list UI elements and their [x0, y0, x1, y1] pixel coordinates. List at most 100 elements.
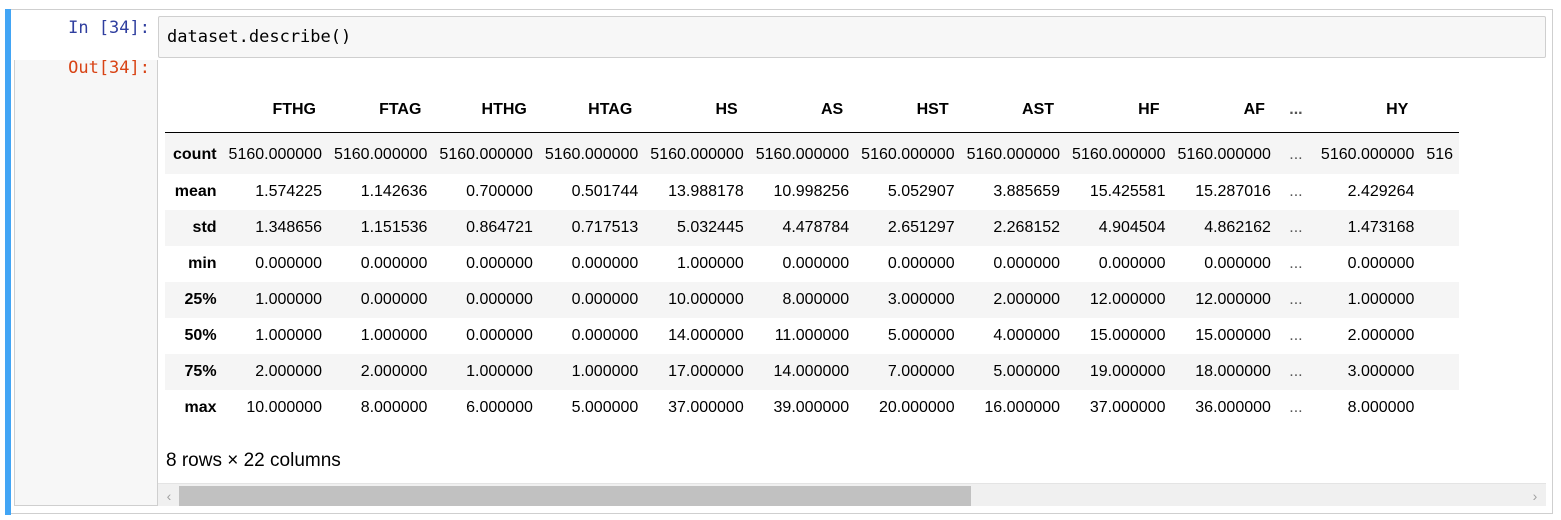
table-cell: 2.268152	[993, 219, 1061, 236]
cell-ellipsis: ...	[1289, 219, 1303, 236]
dataframe-container: FTHG FTAG HTHG HTAG HS AS HST AST HF AF... HY coun…	[165, 88, 1546, 468]
column-header: FTAG	[379, 100, 422, 118]
table-cell	[1420, 390, 1459, 426]
column-header: HTHG	[481, 100, 527, 118]
table-cell: 5160.000000	[650, 146, 744, 164]
table-cell: 5.000000	[887, 327, 955, 344]
table-cell: 0.000000	[887, 255, 955, 272]
row-label: std	[192, 219, 217, 236]
table-cell: 5160.000000	[755, 146, 850, 164]
table-row: max 10.000000 8.000000 6.000000 5.000000 37.0…	[165, 390, 1459, 426]
scroll-left-icon[interactable]: ‹	[166, 488, 172, 504]
table-cell: 5160.000000	[544, 146, 639, 164]
table-cell: 1.000000	[677, 255, 744, 272]
table-cell: 5160.000000	[333, 146, 428, 164]
table-cell: 15.287016	[1195, 183, 1271, 200]
table-cell: 15.000000	[1089, 327, 1166, 344]
output-gutter[interactable]	[14, 60, 158, 506]
table-cell: 8.000000	[360, 399, 428, 416]
describe-table: FTHG FTAG HTHG HTAG HS AS HST AST HF AF... HY coun…	[165, 88, 1460, 426]
table-cell: 13.988178	[668, 183, 744, 200]
output-prompt: Out[34]:	[68, 58, 150, 78]
input-prompt: In [34]:	[68, 18, 150, 38]
code-text: dataset.describe()	[167, 27, 352, 47]
table-cell: 0.501744	[571, 183, 639, 200]
column-header: AST	[1022, 100, 1055, 118]
table-cell: 1.000000	[255, 327, 322, 344]
column-header: AS	[820, 100, 844, 118]
table-cell: 14.000000	[668, 327, 744, 344]
horizontal-scrollbar[interactable]: ‹ ›	[158, 483, 1546, 506]
row-label: count	[173, 146, 217, 164]
table-cell: 5160.000000	[861, 146, 955, 164]
table-cell	[1420, 282, 1459, 318]
table-cell: 12.000000	[1089, 291, 1166, 308]
table-row: 50% 1.000000 1.000000 0.000000 0.000000 14.00…	[165, 318, 1459, 354]
table-cell: 4.000000	[993, 327, 1061, 344]
table-cell: 1.574225	[255, 183, 322, 200]
table-cell: 2.000000	[1347, 327, 1415, 344]
table-cell: 36.000000	[1195, 399, 1271, 416]
column-header: FTHG	[272, 100, 316, 118]
table-cell: 3.885659	[993, 183, 1061, 200]
row-label: max	[184, 399, 217, 416]
table-row: mean 1.574225 1.142636 0.700000 0.501744 13.9…	[165, 174, 1459, 210]
table-cell: 15.425581	[1089, 183, 1166, 200]
table-cell: 17.000000	[668, 363, 744, 380]
table-cell: 20.000000	[878, 399, 955, 416]
table-cell: 0.000000	[360, 291, 428, 308]
table-cell: 5.032445	[677, 219, 744, 236]
shape-note: 8 rows × 22 columns	[166, 450, 341, 471]
scroll-right-icon[interactable]: ›	[1532, 488, 1538, 504]
table-cell: 5160.000000	[1072, 146, 1166, 164]
table-cell: 5160.000000	[439, 146, 533, 164]
cell-ellipsis: ...	[1289, 291, 1303, 308]
table-cell: 4.478784	[782, 219, 850, 236]
table-cell: 0.000000	[466, 327, 533, 344]
column-header: AF	[1243, 100, 1265, 118]
code-input[interactable]: dataset.describe()	[158, 16, 1546, 58]
table-cell: 8.000000	[1347, 399, 1415, 416]
table-cell: 1.000000	[466, 363, 533, 380]
table-cell: 0.000000	[255, 255, 322, 272]
table-corner	[165, 88, 223, 132]
table-cell: 0.000000	[993, 255, 1061, 272]
table-cell: 2.000000	[360, 363, 428, 380]
cell-ellipsis: ...	[1289, 399, 1303, 416]
table-cell: 39.000000	[773, 399, 850, 416]
notebook-cell[interactable]	[5, 9, 1553, 515]
column-header: HTAG	[588, 100, 633, 118]
cell-ellipsis: ...	[1289, 255, 1303, 272]
table-cell: 2.651297	[887, 219, 955, 236]
table-cell: 0.000000	[571, 255, 639, 272]
table-cell: 0.000000	[1347, 255, 1415, 272]
scrollbar-thumb[interactable]	[179, 486, 971, 506]
table-cell	[1420, 174, 1459, 210]
table-cell: 1.000000	[360, 327, 428, 344]
table-cell: 5160.000000	[1320, 146, 1415, 164]
table-cell: 6.000000	[466, 399, 533, 416]
table-cell: 37.000000	[668, 399, 744, 416]
row-label: 50%	[184, 327, 217, 344]
table-header-row: FTHG FTAG HTHG HTAG HS AS HST AST HF AF... HY	[165, 88, 1460, 132]
table-cell: 1.142636	[360, 183, 428, 200]
column-header: HS	[715, 100, 738, 118]
row-label: 75%	[184, 363, 217, 380]
table-cell: 2.429264	[1347, 183, 1415, 200]
table-cell: 10.998256	[773, 183, 850, 200]
table-row: 25% 1.000000 0.000000 0.000000 0.000000 10.00…	[165, 282, 1460, 318]
table-cell: 2.000000	[255, 363, 322, 380]
row-label: 25%	[184, 291, 217, 308]
table-cell: 0.000000	[1204, 255, 1271, 272]
table-cell: 37.000000	[1089, 399, 1166, 416]
table-cell: 5.000000	[571, 399, 639, 416]
table-cell: 15.000000	[1195, 327, 1271, 344]
table-cell: 0.000000	[1098, 255, 1166, 272]
table-cell: 7.000000	[887, 363, 955, 380]
cell-ellipsis: ...	[1289, 327, 1303, 344]
table-cell: 5.052907	[887, 183, 955, 200]
table-row: 75% 2.000000 2.000000 1.000000 1.000000 17.00…	[165, 354, 1460, 390]
table-cell: 10.000000	[246, 399, 322, 416]
table-cell: 19.000000	[1089, 363, 1166, 380]
row-label: mean	[174, 183, 217, 200]
